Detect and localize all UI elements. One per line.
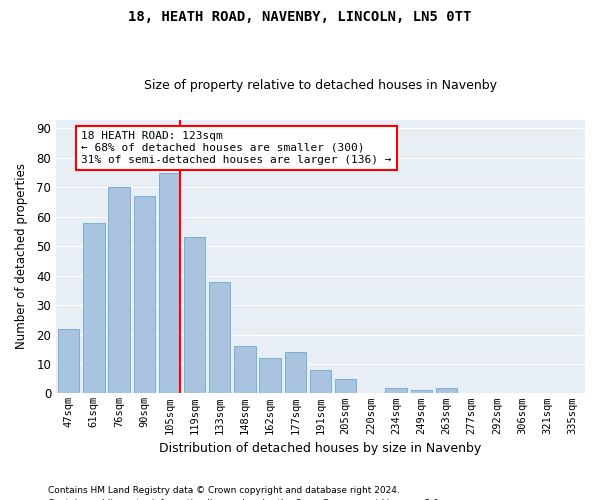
Bar (385, 388, 407, 394)
Text: 18 HEATH ROAD: 123sqm
← 68% of detached houses are smaller (300)
31% of semi-det: 18 HEATH ROAD: 123sqm ← 68% of detached … (81, 132, 392, 164)
X-axis label: Distribution of detached houses by size in Navenby: Distribution of detached houses by size … (160, 442, 482, 455)
Bar (83, 222, 104, 394)
Bar (58, 328, 79, 394)
Bar (209, 282, 230, 394)
Title: Size of property relative to detached houses in Navenby: Size of property relative to detached ho… (144, 79, 497, 92)
Bar (134, 196, 155, 394)
Bar (109, 188, 130, 394)
Bar (284, 352, 306, 394)
Bar (410, 390, 432, 394)
Bar (335, 378, 356, 394)
Text: Contains public sector information licensed under the Open Government Licence v3: Contains public sector information licen… (48, 498, 442, 500)
Bar (259, 358, 281, 394)
Text: 18, HEATH ROAD, NAVENBY, LINCOLN, LN5 0TT: 18, HEATH ROAD, NAVENBY, LINCOLN, LN5 0T… (128, 10, 472, 24)
Text: Contains HM Land Registry data © Crown copyright and database right 2024.: Contains HM Land Registry data © Crown c… (48, 486, 400, 495)
Bar (310, 370, 331, 394)
Y-axis label: Number of detached properties: Number of detached properties (15, 164, 28, 350)
Bar (234, 346, 256, 394)
Bar (436, 388, 457, 394)
Bar (184, 238, 205, 394)
Bar (159, 172, 180, 394)
